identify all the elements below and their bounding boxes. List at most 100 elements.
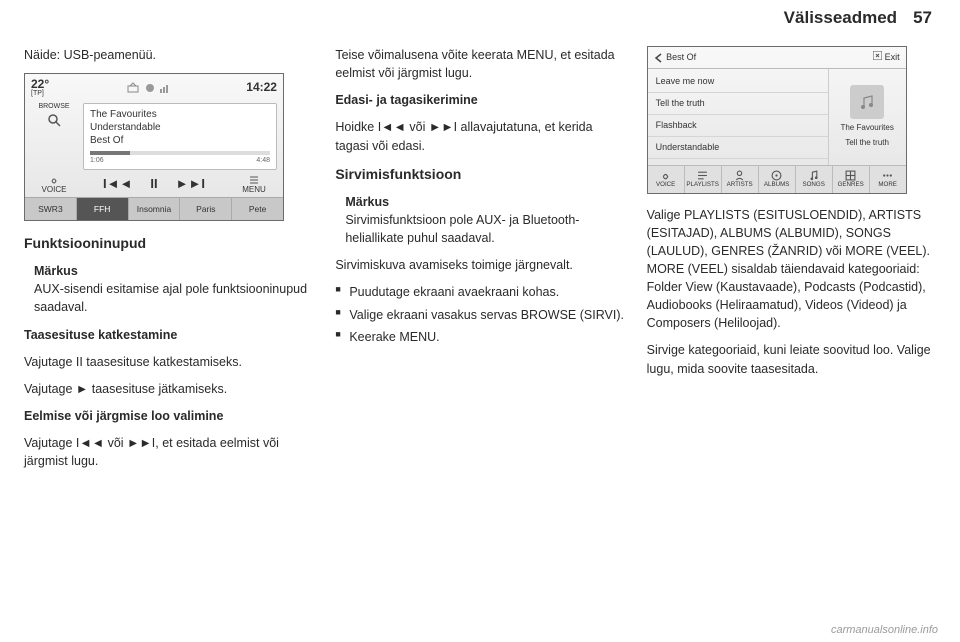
list-item[interactable]: Flashback — [648, 115, 828, 137]
preset-5[interactable]: Pete — [232, 197, 283, 220]
exit-button[interactable]: Exit — [873, 51, 900, 64]
menu-label: MENU — [242, 185, 266, 194]
footer-watermark: carmanualsonline.info — [831, 624, 938, 636]
album-icon — [771, 170, 782, 181]
preset-2[interactable]: FFH — [77, 197, 129, 220]
np-artist: The Favourites — [90, 108, 270, 121]
list-item: Keerake MENU. — [335, 328, 624, 346]
p-skip: Vajutage I◄◄ või ►►I, et esitada eelmist… — [24, 434, 313, 470]
exit-label: Exit — [885, 52, 900, 62]
status-dot-icon — [146, 84, 154, 92]
example-caption: Näide: USB-peamenüü. — [24, 46, 313, 64]
h-function-buttons: Funktsiooninupud — [24, 233, 313, 253]
category-row: VOICE PLAYLISTS ARTISTS ALBUMS SONGS GEN… — [648, 165, 906, 193]
cat-more[interactable]: MORE — [870, 166, 906, 193]
np-track: Understandable — [90, 121, 270, 134]
clock: 14:22 — [246, 79, 277, 96]
header-page-number: 57 — [913, 8, 932, 28]
status-icons — [126, 82, 170, 94]
menu-button[interactable]: MENU — [231, 175, 277, 194]
voice-icon — [660, 170, 671, 181]
genre-icon — [845, 170, 856, 181]
column-2: Teise võimalusena võite keerata MENU, et… — [335, 46, 624, 479]
progress-bar[interactable] — [90, 151, 270, 155]
now-playing-side: The Favourites Tell the truth — [828, 69, 906, 165]
cat-genres[interactable]: GENRES — [833, 166, 870, 193]
p-ff: Hoidke I◄◄ või ►►I allavajutatuna, et ke… — [335, 118, 624, 154]
list-item[interactable]: Leave me now — [648, 71, 828, 93]
tp-indicator: [TP] — [31, 90, 49, 97]
preset-1[interactable]: SWR3 — [25, 197, 77, 220]
temp-value: 22° — [31, 77, 49, 91]
page-header: Välisseadmed 57 — [0, 0, 960, 28]
p-browse-intro: Sirvimiskuva avamiseks toimige järgneval… — [335, 256, 624, 274]
side-line1: The Favourites — [840, 122, 893, 134]
content-columns: Näide: USB-peamenüü. 22° [TP] 14:22 BROW… — [0, 28, 960, 479]
list-item[interactable]: Tell the truth — [648, 93, 828, 115]
voice-label: VOICE — [42, 185, 67, 194]
signal-icon — [160, 83, 170, 93]
browse-title: Best Of — [666, 52, 696, 62]
note-label-2: Märkus — [345, 195, 389, 209]
h-browse: Sirvimisfunktsioon — [335, 164, 624, 184]
back-icon — [654, 53, 664, 63]
track-list: Leave me now Tell the truth Flashback Un… — [648, 69, 828, 165]
back-button[interactable]: Best Of — [654, 51, 697, 64]
cat-songs[interactable]: SONGS — [796, 166, 833, 193]
preset-3[interactable]: Insomnia — [129, 197, 181, 220]
list-item: Valige ekraani vasakus servas BROWSE (SI… — [335, 306, 624, 324]
note-text-1: AUX-sisendi esitamise ajal pole funktsio… — [34, 282, 307, 314]
prev-track-button[interactable]: I◄◄ — [103, 175, 132, 194]
browse-screenshot: Best Of Exit Leave me now Tell the truth… — [647, 46, 907, 194]
list-item: Puudutage ekraani avaekraani kohas. — [335, 283, 624, 301]
browse-button[interactable]: BROWSE — [31, 103, 77, 170]
media-icon — [126, 82, 140, 94]
now-playing-box: The Favourites Understandable Best Of 1:… — [83, 103, 277, 170]
next-track-button[interactable]: ►►I — [176, 175, 205, 194]
more-icon — [882, 170, 893, 181]
h-ff: Edasi- ja tagasikerimine — [335, 93, 477, 107]
cat-label: ARTISTS — [727, 182, 753, 189]
cat-playlists[interactable]: PLAYLISTS — [685, 166, 722, 193]
column-1: Näide: USB-peamenüü. 22° [TP] 14:22 BROW… — [24, 46, 313, 479]
h-pause: Taasesituse katkestamine — [24, 328, 177, 342]
pause-button[interactable]: II — [150, 175, 157, 194]
cat-artists[interactable]: ARTISTS — [722, 166, 759, 193]
playlist-icon — [697, 170, 708, 181]
menu-icon — [249, 175, 259, 185]
cat-label: ALBUMS — [764, 182, 789, 189]
cat-voice[interactable]: VOICE — [648, 166, 685, 193]
cat-albums[interactable]: ALBUMS — [759, 166, 796, 193]
cat-label: MORE — [878, 182, 897, 189]
cat-label: VOICE — [656, 182, 675, 189]
h-skip: Eelmise või järgmise loo valimine — [24, 409, 223, 423]
artist-icon — [734, 170, 745, 181]
p-select-categories: Valige PLAYLISTS (ESITUSLOENDID), ARTIST… — [647, 206, 936, 333]
note-text-2: Sirvimisfunktsioon pole AUX- ja Bluetoot… — [345, 213, 579, 245]
preset-4[interactable]: Paris — [180, 197, 232, 220]
shot-statusbar: 22° [TP] 14:22 — [25, 74, 283, 99]
np-album: Best Of — [90, 134, 270, 147]
p-pause2: Vajutage ► taasesituse jätkamiseks. — [24, 380, 313, 398]
time-total: 4:48 — [256, 156, 270, 165]
note-label-1: Märkus — [34, 264, 78, 278]
control-row: VOICE I◄◄ II ►►I MENU — [25, 172, 283, 196]
voice-icon — [49, 175, 59, 185]
column-3: Best Of Exit Leave me now Tell the truth… — [647, 46, 936, 479]
side-line2: Tell the truth — [845, 137, 889, 149]
cat-label: GENRES — [838, 182, 864, 189]
p-pause1: Vajutage II taasesituse katkestamiseks. — [24, 353, 313, 371]
album-art-icon — [850, 85, 884, 119]
voice-button[interactable]: VOICE — [31, 175, 77, 194]
search-icon — [31, 113, 77, 130]
list-item[interactable]: Understandable — [648, 137, 828, 159]
cat-label: PLAYLISTS — [686, 182, 719, 189]
browse-steps-list: Puudutage ekraani avaekraani kohas. Vali… — [335, 283, 624, 345]
time-elapsed: 1:06 — [90, 156, 104, 165]
header-section-title: Välisseadmed — [784, 8, 897, 28]
song-icon — [808, 170, 819, 181]
preset-row: SWR3 FFH Insomnia Paris Pete — [25, 197, 283, 220]
exit-icon — [873, 51, 882, 60]
browse-label: BROWSE — [38, 103, 69, 110]
cat-label: SONGS — [802, 182, 824, 189]
